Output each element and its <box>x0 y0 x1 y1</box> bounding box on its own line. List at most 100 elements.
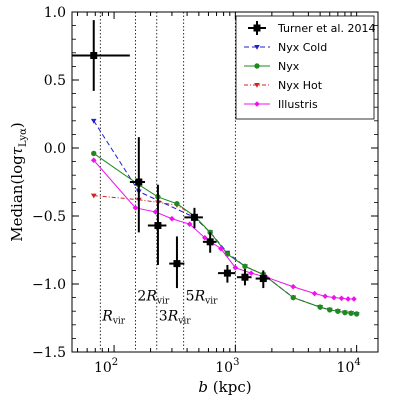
series-4-point-11 <box>311 290 318 297</box>
y-axis-title: Median(logτLyα) <box>8 122 29 242</box>
tick-exponent: 4 <box>354 357 360 368</box>
rvir-symbol: R <box>101 309 113 325</box>
rvir-symbol: R <box>145 288 157 304</box>
series-4-point-8 <box>248 270 254 276</box>
legend-marker <box>254 45 260 50</box>
series-4-point-2 <box>152 209 159 215</box>
series-4-point-6 <box>218 245 224 252</box>
x-axis-title: b (kpc) <box>198 378 251 396</box>
series-4-point-1 <box>132 205 139 211</box>
x-axis-symbol: b <box>198 378 208 396</box>
turner-point-2 <box>147 184 167 265</box>
rvir-label-0: Rvir <box>101 309 126 327</box>
series-2-point-3 <box>174 201 180 207</box>
legend-label-1: Nyx Cold <box>278 41 327 54</box>
series-4-point-12 <box>322 293 328 300</box>
legend-label-0: Turner et al. 2014 <box>277 22 375 35</box>
series-1-point-0 <box>90 118 97 124</box>
turner-point-0 <box>72 20 130 91</box>
marker <box>135 178 143 186</box>
series-2-point-12 <box>335 308 341 314</box>
y-tick-label-4: −1.0 <box>32 277 66 293</box>
marker <box>241 273 249 281</box>
errorbars-layer <box>72 20 270 289</box>
series-4-point-7 <box>232 264 239 271</box>
series-4-point-15 <box>345 296 351 302</box>
series-2-point-9 <box>290 294 296 301</box>
series-4-point-3 <box>169 215 175 222</box>
series-line-1 <box>93 120 357 315</box>
legend-marker <box>253 24 261 32</box>
marker <box>190 213 198 221</box>
vlines-layer <box>99 12 236 352</box>
y-tick-label-3: −0.5 <box>32 209 66 225</box>
legend-item-1: Nyx Cold <box>244 41 327 54</box>
legend-item-4: Illustris <box>244 98 318 111</box>
rvir-symbol: R <box>194 288 206 304</box>
series-2-point-11 <box>327 307 333 313</box>
rvir-prefix: 3 <box>159 309 168 325</box>
series-line-2 <box>93 153 357 315</box>
legend-marker <box>254 63 260 69</box>
series-2-point-13 <box>342 309 348 316</box>
legend: Turner et al. 2014 Nyx Cold Nyx Nyx Hot Illu… <box>235 15 375 120</box>
tick-base: 10 <box>215 360 233 376</box>
y-axis-sub: Lyα <box>18 128 29 147</box>
tick-base: 10 <box>94 360 112 376</box>
series-2-point-14 <box>348 310 354 316</box>
rvir-label-3: 5Rvir <box>186 288 218 306</box>
y-axis-tau: τ <box>8 146 26 155</box>
rvir-subscript: vir <box>112 317 126 327</box>
marker <box>154 222 162 230</box>
tick-base: 10 <box>337 360 355 376</box>
series-2-point-10 <box>317 304 323 310</box>
series-4-point-4 <box>186 221 193 227</box>
rvir-label-1: 2Rvir <box>137 288 169 306</box>
y-tick-label-1: 0.5 <box>44 73 66 89</box>
series-2-point-0 <box>91 150 97 157</box>
legend-item-2: Nyx <box>244 60 300 73</box>
y-tick-label-0: 1.0 <box>44 5 66 21</box>
marker <box>223 269 231 277</box>
marker <box>173 260 181 268</box>
turner-point-8 <box>255 270 270 289</box>
x-tick-label-0: 102 <box>94 357 118 376</box>
series-4-point-5 <box>202 234 208 241</box>
axis-titles-layer: b (kpc) Median(logτLyα) <box>8 122 252 396</box>
series-3-point-0 <box>90 193 97 199</box>
y-axis-text: Median(log <box>8 155 26 242</box>
x-tick-label-2: 104 <box>337 357 361 376</box>
rvir-subscript: vir <box>177 317 191 327</box>
y-axis-close: ) <box>8 122 26 128</box>
turner-point-3 <box>169 236 185 289</box>
rvir-prefix: 5 <box>186 288 195 304</box>
legend-label-2: Nyx <box>278 60 300 73</box>
legend-label-4: Illustris <box>278 98 318 111</box>
legend-marker <box>254 83 260 88</box>
rvir-label-2: 3Rvir <box>159 309 191 327</box>
series-4-point-16 <box>351 296 357 302</box>
series-2-point-7 <box>242 263 248 270</box>
rvir-subscript: vir <box>204 296 218 306</box>
x-tick-label-1: 103 <box>215 357 239 376</box>
rvir-prefix: 2 <box>137 288 146 304</box>
legend-marker <box>254 101 260 107</box>
series-4-point-14 <box>338 295 345 302</box>
plot-frame <box>71 11 379 353</box>
turner-point-6 <box>218 264 236 283</box>
marker <box>259 275 267 283</box>
tick-exponent: 2 <box>112 357 118 368</box>
legend-item-0: Turner et al. 2014 <box>248 21 375 35</box>
legend-item-3: Nyx Hot <box>244 79 323 92</box>
tick-exponent: 3 <box>233 357 239 368</box>
x-axis-unit: (kpc) <box>208 378 252 396</box>
rvir-symbol: R <box>167 309 179 325</box>
series-layer <box>90 118 360 317</box>
marker <box>206 238 214 246</box>
y-tick-label-2: 0.0 <box>44 141 66 157</box>
turner-point-4 <box>184 207 203 229</box>
series-4-point-0 <box>90 157 97 164</box>
